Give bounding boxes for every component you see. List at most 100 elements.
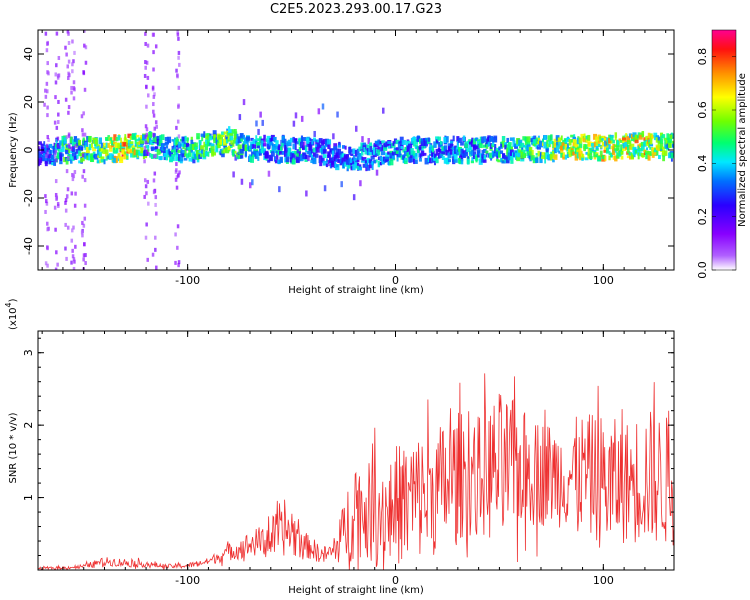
spectrogram-cell bbox=[38, 153, 43, 158]
spectrogram-cell bbox=[225, 147, 230, 154]
spectrogram-cell bbox=[508, 148, 512, 153]
spectrogram-cell bbox=[105, 154, 108, 161]
spectrogram-cell bbox=[92, 146, 97, 152]
spectrogram-cell bbox=[414, 138, 419, 145]
spectrogram-cell bbox=[578, 150, 583, 157]
spectrogram-cell bbox=[84, 142, 88, 148]
spectrogram-cell bbox=[439, 141, 443, 145]
spectrogram-cell bbox=[398, 147, 401, 155]
spectrogram-cell bbox=[403, 150, 408, 157]
spectrogram-cell bbox=[610, 145, 613, 150]
spectrogram-cell bbox=[504, 142, 508, 145]
spectrogram-cell bbox=[173, 148, 177, 156]
snr-x-title: Height of straight line (km) bbox=[288, 585, 424, 596]
spectrogram-cell bbox=[251, 151, 254, 158]
spectrogram-cell bbox=[100, 159, 105, 163]
spectrogram-cell bbox=[256, 138, 260, 142]
spectrogram-cell bbox=[643, 149, 647, 153]
spectrogram-cell bbox=[546, 140, 549, 147]
spectrogram-cell bbox=[86, 150, 90, 158]
spectrogram-cell bbox=[362, 163, 366, 168]
spectrogram-cell bbox=[121, 141, 125, 147]
spectrogram-cell bbox=[57, 148, 60, 152]
spectrogram-cell bbox=[287, 147, 292, 155]
spectrogram-cell bbox=[296, 153, 300, 157]
spectrogram-cell bbox=[395, 139, 400, 145]
spectrogram-cell bbox=[314, 139, 319, 143]
spectrogram-cell bbox=[57, 55, 61, 60]
spectrogram-cell bbox=[144, 184, 148, 189]
spectrogram-cell bbox=[339, 152, 344, 160]
spectrogram-cell bbox=[70, 260, 73, 265]
spectrogram-cell bbox=[379, 140, 383, 145]
spectrogram-cell bbox=[581, 153, 584, 158]
spectrogram-cell bbox=[298, 151, 301, 157]
snr-y-multiplier: (x104) bbox=[4, 298, 19, 330]
spectrogram-cell bbox=[468, 143, 473, 151]
spectrogram-cell bbox=[43, 151, 46, 157]
spectrogram-cell bbox=[584, 144, 589, 150]
spectrogram-cell bbox=[526, 144, 531, 152]
spectrogram-cell bbox=[629, 144, 632, 150]
spectrogram-cell bbox=[136, 141, 140, 149]
spectrogram-cell bbox=[292, 120, 296, 127]
spectrogram-cell bbox=[88, 143, 92, 151]
spectrogram-cell bbox=[219, 150, 223, 156]
spectrogram-cell bbox=[177, 85, 181, 90]
spectrogram-cell bbox=[358, 166, 362, 171]
spectrogram-cell bbox=[198, 150, 202, 154]
spectrogram-cell bbox=[38, 152, 42, 156]
spectrogram-cell bbox=[560, 135, 563, 141]
spectrogram-cell bbox=[67, 71, 70, 76]
spectrogram-cell bbox=[581, 157, 584, 161]
spectrogram-cell bbox=[383, 157, 387, 163]
spectrogram-cell bbox=[65, 135, 69, 140]
spectrogram-cell bbox=[259, 136, 262, 142]
spectrogram-cell bbox=[382, 144, 388, 151]
spectrogram-cell bbox=[144, 235, 148, 240]
spectrogram-cell bbox=[261, 147, 264, 154]
spectrogram-cell bbox=[45, 81, 49, 86]
spectrogram-cell bbox=[389, 158, 394, 166]
spectrogram-cell bbox=[261, 140, 264, 148]
spectrogram-cell bbox=[320, 157, 325, 163]
spectrogram-cell bbox=[210, 143, 215, 147]
spectrogram-cell bbox=[513, 152, 515, 157]
spectrogram-cell bbox=[77, 150, 82, 157]
spectrogram-cell bbox=[564, 154, 568, 160]
spectrogram-cell bbox=[589, 155, 593, 159]
spectrogram-cell bbox=[360, 142, 365, 150]
spectrogram-cell bbox=[535, 157, 539, 164]
spectrogram-cell bbox=[177, 104, 180, 109]
spectrogram-cell bbox=[152, 102, 155, 107]
spectrogram-cell bbox=[119, 156, 124, 164]
spectrogram-cell bbox=[143, 145, 147, 150]
spectrogram-cell bbox=[404, 146, 408, 151]
spectrogram-cell bbox=[84, 60, 88, 65]
spectrogram-cell bbox=[91, 142, 94, 149]
spectrogram-cell bbox=[258, 148, 262, 154]
spectrogram-cell bbox=[606, 140, 609, 146]
spectrogram-cell bbox=[638, 134, 643, 140]
spectrogram-cell bbox=[618, 138, 622, 142]
spectrogram-cell bbox=[152, 94, 156, 99]
spectrogram-cell bbox=[229, 133, 234, 136]
spectrogram-cell bbox=[147, 146, 150, 151]
spectrogram-cell bbox=[518, 139, 523, 146]
spectrogram-cell bbox=[234, 150, 237, 154]
spectrogram-cell bbox=[230, 140, 233, 145]
spectrogram-cell bbox=[589, 141, 592, 147]
spectrogram-cell bbox=[109, 138, 112, 144]
spectrogram-cell bbox=[284, 147, 287, 152]
spectrogram-cell bbox=[71, 177, 75, 182]
spectrogram-cell bbox=[55, 250, 58, 255]
spectrogram-cell bbox=[65, 256, 68, 261]
spectrogram-cell bbox=[587, 154, 591, 159]
spectrogram-cell bbox=[321, 103, 325, 110]
spectrogram-cell bbox=[536, 146, 541, 150]
spectrogram-cell bbox=[321, 145, 325, 149]
spectrogram-cell bbox=[124, 151, 127, 156]
spectrogram-cell bbox=[176, 144, 179, 148]
spectrogram-cell bbox=[289, 137, 294, 143]
spectrogram-cell bbox=[568, 138, 572, 146]
